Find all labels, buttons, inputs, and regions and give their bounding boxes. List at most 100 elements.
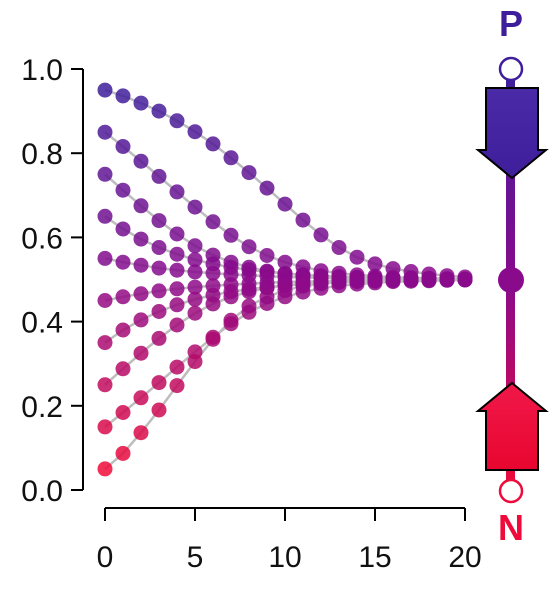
data-point — [151, 103, 167, 119]
x-tick-label: 15 — [358, 541, 391, 574]
data-point — [97, 250, 113, 266]
middle-dot-icon — [498, 267, 524, 293]
data-point — [295, 212, 311, 228]
data-point — [133, 257, 149, 273]
data-point — [151, 330, 167, 346]
data-point — [133, 286, 149, 302]
data-point — [187, 264, 203, 280]
data-point — [241, 165, 257, 181]
data-point — [151, 375, 167, 391]
data-point — [259, 289, 275, 305]
data-point — [151, 213, 167, 229]
data-point — [115, 361, 131, 377]
data-point — [115, 139, 131, 154]
data-point — [439, 272, 455, 287]
data-point — [223, 312, 239, 328]
data-point — [97, 82, 113, 98]
data-point — [277, 254, 293, 270]
data-point — [421, 272, 437, 288]
data-point — [169, 262, 185, 278]
data-point — [133, 153, 149, 169]
data-point — [259, 248, 275, 263]
data-point — [115, 221, 131, 237]
data-point — [277, 282, 293, 298]
data-point — [115, 254, 131, 270]
y-tick-label: 1.0 — [21, 54, 63, 87]
data-point — [403, 272, 419, 288]
data-point — [241, 298, 257, 314]
data-point — [169, 297, 185, 313]
y-tick-label: 0.4 — [21, 307, 63, 340]
data-point — [241, 284, 257, 300]
bottom-open-circle-icon — [498, 478, 524, 504]
y-tick-label: 0.0 — [21, 475, 63, 508]
data-point — [169, 281, 185, 297]
data-point — [187, 305, 203, 321]
data-point — [205, 136, 221, 152]
data-point — [97, 461, 113, 477]
x-tick-label: 5 — [187, 541, 204, 574]
data-point — [349, 249, 365, 265]
data-point — [223, 150, 239, 166]
bottom-pole-label: N — [498, 507, 524, 548]
data-point — [187, 279, 203, 295]
data-point — [151, 260, 167, 276]
x-tick-label: 0 — [97, 541, 114, 574]
data-point — [277, 196, 293, 212]
data-point — [97, 208, 113, 224]
data-point — [205, 331, 221, 347]
data-point — [115, 445, 131, 461]
data-point — [133, 425, 149, 441]
data-point — [169, 246, 185, 262]
data-point — [331, 240, 347, 255]
top-open-circle-icon — [498, 56, 524, 82]
data-point — [187, 238, 203, 254]
data-point — [133, 198, 149, 214]
data-point — [97, 377, 113, 393]
data-point — [115, 289, 131, 305]
y-axis: 0.0 0.2 0.4 0.6 0.8 1.0 — [21, 54, 84, 508]
data-point — [187, 124, 203, 140]
data-point — [133, 312, 149, 328]
data-point — [97, 124, 113, 140]
data-point — [115, 322, 131, 338]
data-point — [151, 240, 167, 255]
up-arrow-icon — [475, 381, 549, 471]
data-point — [97, 419, 113, 435]
data-point — [187, 291, 203, 307]
data-point — [169, 317, 185, 333]
data-point — [169, 184, 185, 200]
data-point — [169, 113, 185, 129]
data-point — [133, 231, 149, 247]
down-arrow-icon — [475, 87, 549, 180]
data-point — [313, 227, 329, 243]
data-point — [187, 252, 203, 268]
data-point — [133, 95, 149, 111]
data-point — [115, 182, 131, 198]
x-tick-label: 10 — [268, 541, 301, 574]
data-point — [169, 378, 185, 394]
data-point — [205, 296, 221, 312]
data-point — [151, 283, 167, 299]
data-point — [97, 293, 113, 308]
x-axis: 0 5 10 15 20 — [97, 507, 482, 574]
series-points — [97, 82, 473, 477]
data-point — [133, 345, 149, 361]
data-point — [295, 278, 311, 294]
data-point — [349, 273, 365, 289]
data-point — [151, 168, 167, 184]
data-point — [331, 274, 347, 290]
data-point — [133, 390, 149, 406]
data-point — [223, 289, 239, 305]
y-tick-label: 0.8 — [21, 138, 63, 171]
data-point — [457, 272, 473, 287]
top-pole-label: P — [499, 3, 523, 44]
polarity-diagram: P N — [475, 3, 549, 548]
y-tick-label: 0.6 — [21, 222, 63, 255]
x-tick-label: 20 — [448, 541, 481, 574]
data-point — [97, 166, 113, 182]
data-point — [223, 227, 239, 243]
data-point — [169, 359, 185, 375]
data-point — [385, 272, 401, 288]
y-tick-label: 0.2 — [21, 391, 63, 424]
